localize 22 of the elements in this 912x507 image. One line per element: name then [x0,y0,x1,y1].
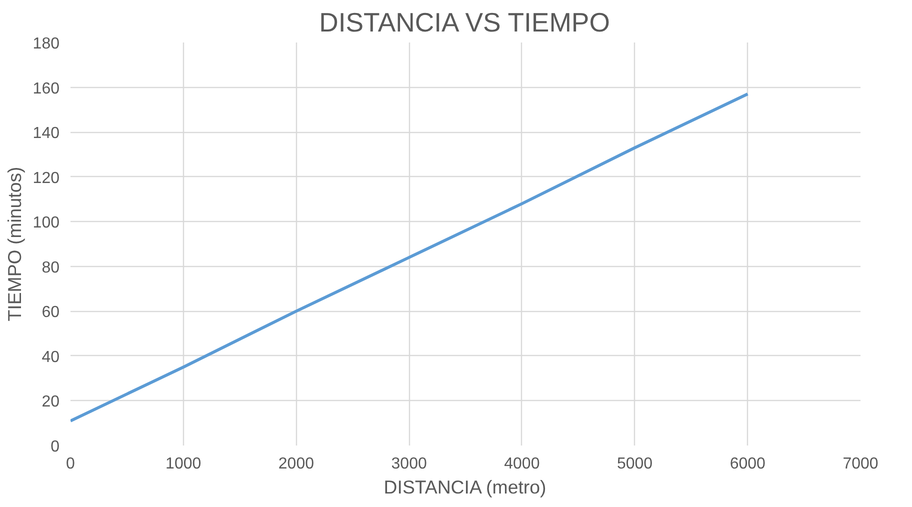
y-tick-label: 160 [32,80,60,98]
y-tick-label: 180 [32,36,60,52]
x-tick-label: 7000 [842,456,878,472]
y-tick-label: 60 [42,304,60,322]
x-tick-label: 1000 [166,456,202,472]
line-series [70,92,750,422]
x-tick-label: 3000 [391,456,427,472]
x-tick-label: 2000 [278,456,314,472]
x-axis-title: DISTANCIA (metro) [384,476,546,498]
y-tick-label: 0 [50,438,60,456]
y-tick-label: 80 [42,259,60,276]
y-tick-label: 120 [32,170,60,187]
y-tick-label: 140 [32,125,60,142]
y-tick-label: 20 [42,394,60,411]
chart-title: DISTANCIA VS TIEMPO [319,8,610,38]
y-axis-title: TIEMPO (minutos) [4,166,25,322]
x-tick-label: 4000 [504,456,540,472]
x-tick-label: 0 [66,456,76,472]
x-tick-label: 6000 [730,456,766,472]
x-tick-label: 5000 [616,456,653,472]
y-tick-label: 100 [32,214,60,232]
y-tick-label: 40 [42,348,60,366]
